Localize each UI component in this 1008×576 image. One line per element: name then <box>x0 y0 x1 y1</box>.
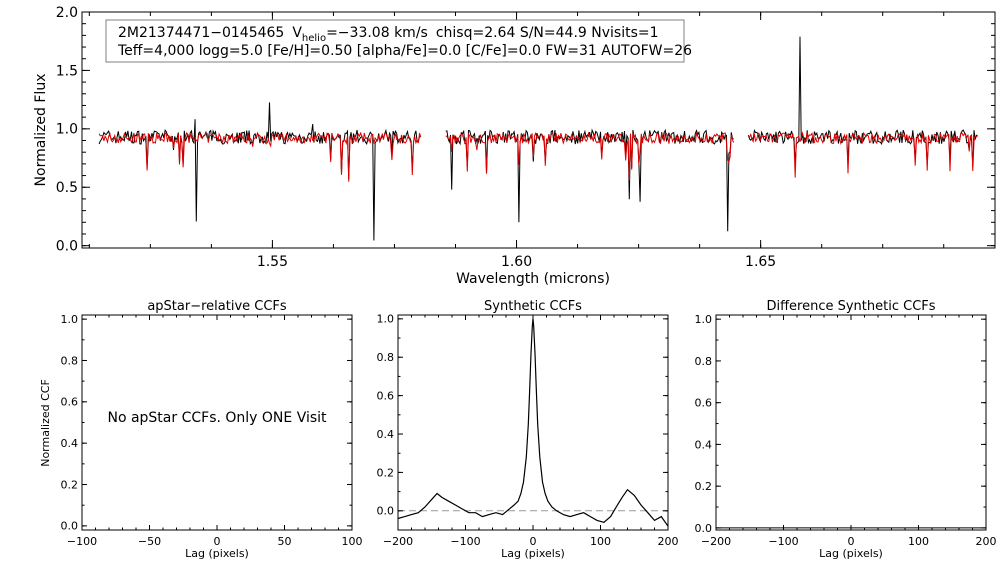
apstar-ccf-panel: −100 −50 0 50 100 0.0 0.2 0.4 0.6 0.8 1.0 apStar−r… <box>39 299 363 560</box>
synthetic-title: Synthetic CCFs <box>484 299 582 314</box>
difference-ytick-label: 1.0 <box>695 313 713 326</box>
difference-xlabel: Lag (pixels) <box>819 547 883 560</box>
difference-title: Difference Synthetic CCFs <box>766 299 935 314</box>
fit-stats: chisq=2.64 S/N=44.9 Nvisits=1 <box>436 25 659 41</box>
difference-ytick-label: 0.4 <box>695 438 713 451</box>
difference-xtick-label: −200 <box>701 535 731 548</box>
spectrum-annotation-box: 2M21374471−0145465 Vhelio=−33.08 km/s chis… <box>105 19 692 63</box>
spectrum-ytick-label: 0.5 <box>56 180 78 196</box>
synthetic-frame <box>397 314 669 531</box>
difference-xtick-label: 200 <box>976 535 997 548</box>
synthetic-xtick-label: 100 <box>590 535 611 548</box>
spectrum-xtick-label: 1.65 <box>745 254 776 270</box>
star-id: 2M21374471−0145465 <box>118 25 284 41</box>
synthetic-ytick-label: 0.0 <box>377 505 395 518</box>
annotation-line-1: 2M21374471−0145465 Vhelio=−33.08 km/s chis… <box>118 25 659 44</box>
observed-spectrum-chip-1 <box>98 102 421 241</box>
spectrum-ylabel: Normalized Flux <box>33 74 49 187</box>
v-helio-value: =−33.08 km/s <box>326 25 428 41</box>
apstar-xtick-label: −100 <box>67 535 97 548</box>
difference-xtick-label: 100 <box>908 535 929 548</box>
synthetic-ytick-label: 0.6 <box>377 389 395 402</box>
model-spectrum-chip-2 <box>445 131 735 181</box>
difference-ccf-panel: −200 −100 0 100 200 0.0 0.2 0.4 0.6 0.8 1.0 Differ… <box>695 299 997 560</box>
synthetic-xtick-label: −100 <box>450 535 480 548</box>
synthetic-ccf-panel: −200 −100 0 100 200 0.0 0.2 0.4 0.6 0.8 1.0 Synthe… <box>377 299 679 560</box>
synthetic-xtick-label: 200 <box>658 535 679 548</box>
apstar-ytick-label: 0.0 <box>61 520 79 533</box>
apstar-xtick-label: 100 <box>342 535 363 548</box>
synthetic-ccf-line <box>397 318 669 527</box>
apstar-ytick-label: 0.8 <box>61 354 79 367</box>
apstar-xtick-label: 50 <box>278 535 292 548</box>
difference-ytick-label: 0.0 <box>695 522 713 535</box>
model-spectrum-chip-3 <box>748 131 978 178</box>
spectrum-xtick-label: 1.55 <box>257 254 288 270</box>
difference-ytick-label: 0.2 <box>695 480 713 493</box>
annotation-params: Teff=4,000 logg=5.0 [Fe/H]=0.50 [alpha/F… <box>117 43 692 59</box>
apstar-xlabel: Lag (pixels) <box>185 547 249 560</box>
synthetic-xlabel: Lag (pixels) <box>501 547 565 560</box>
spectrum-ytick-label: 0.0 <box>56 239 78 255</box>
spectrum-ytick-label: 1.0 <box>56 122 78 138</box>
spectrum-panel: 1.55 1.60 1.65 0.0 0.5 1.0 1.5 2.0 Wavelength (… <box>33 5 996 287</box>
spectrum-xlabel: Wavelength (microns) <box>456 271 610 287</box>
spectrum-frame <box>81 11 996 249</box>
synthetic-ytick-label: 0.2 <box>377 466 395 479</box>
observed-spectrum-chip-3 <box>747 36 978 167</box>
spectrum-xtick-label: 1.60 <box>501 254 532 270</box>
synthetic-xtick-label: −200 <box>383 535 413 548</box>
synthetic-xtick-label: 0 <box>530 535 537 548</box>
apstar-xtick-label: 0 <box>214 535 221 548</box>
v-symbol: V <box>292 25 302 41</box>
synthetic-ytick-label: 1.0 <box>377 313 395 326</box>
difference-ytick-label: 0.8 <box>695 355 713 368</box>
apstar-ytick-label: 0.6 <box>61 396 79 409</box>
difference-xtick-label: −100 <box>768 535 798 548</box>
synthetic-ytick-label: 0.8 <box>377 351 395 364</box>
apstar-title: apStar−relative CCFs <box>147 299 287 314</box>
observed-spectrum-chip-2 <box>445 128 734 232</box>
spectrum-ytick-label: 2.0 <box>56 5 78 21</box>
apstar-xtick-label: −50 <box>138 535 161 548</box>
apstar-message: No apStar CCFs. Only ONE Visit <box>107 410 327 426</box>
difference-xtick-label: 0 <box>848 535 855 548</box>
model-spectrum-chip-1 <box>98 131 422 182</box>
synthetic-ytick-label: 0.4 <box>377 428 395 441</box>
difference-frame <box>715 314 987 531</box>
v-subscript: helio <box>302 33 326 44</box>
annotation-frame <box>105 19 685 63</box>
spectrum-ytick-label: 1.5 <box>56 63 78 79</box>
apstar-ytick-label: 1.0 <box>61 313 79 326</box>
apstar-ytick-label: 0.2 <box>61 478 79 491</box>
apstar-ytick-label: 0.4 <box>61 437 79 450</box>
apstar-ylabel: Normalized CCF <box>39 379 52 467</box>
difference-ytick-label: 0.6 <box>695 397 713 410</box>
